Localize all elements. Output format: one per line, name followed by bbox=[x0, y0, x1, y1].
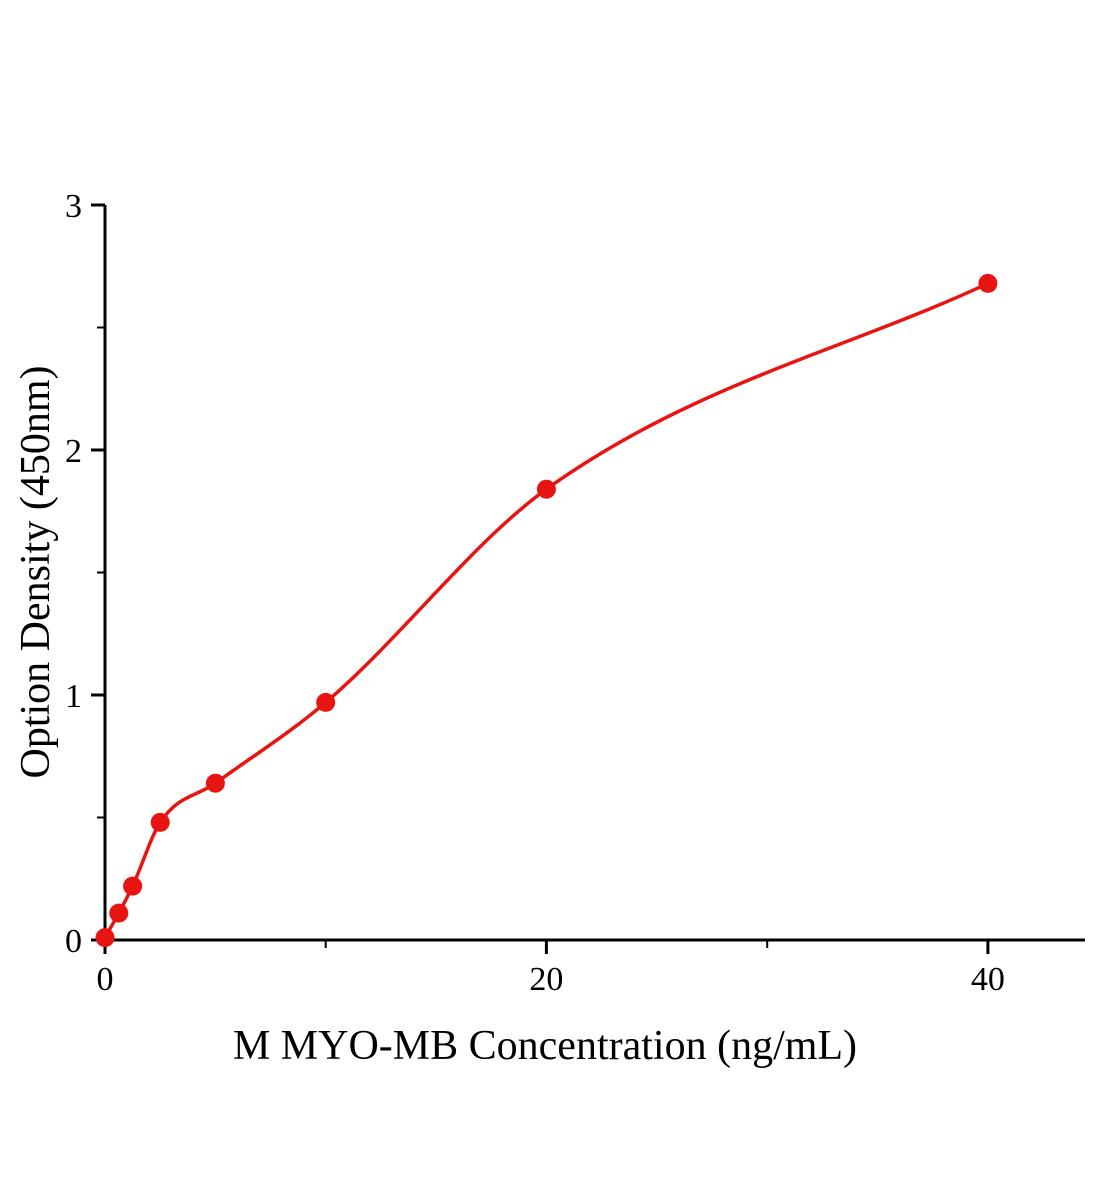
data-points bbox=[95, 273, 998, 948]
y-axis-label: Option Density (450nm) bbox=[13, 365, 59, 779]
x-axis-label: M MYO-MB Concentration (ng/mL) bbox=[232, 1023, 858, 1069]
fit-curve bbox=[103, 281, 990, 940]
y-tick-label: 0 bbox=[65, 923, 82, 960]
data-point-marker bbox=[316, 692, 336, 712]
x-tick-label: 20 bbox=[529, 961, 563, 998]
data-point-marker bbox=[205, 773, 225, 793]
data-point-marker bbox=[123, 876, 143, 896]
axis-lines bbox=[103, 205, 1085, 942]
y-tick-label: 2 bbox=[65, 433, 82, 470]
x-tick-label: 0 bbox=[97, 961, 114, 998]
data-point-marker bbox=[150, 812, 170, 832]
data-point-marker bbox=[536, 479, 556, 499]
y-tick-label: 1 bbox=[65, 678, 82, 715]
data-point-marker bbox=[95, 928, 115, 948]
axes bbox=[91, 203, 1085, 954]
data-point-marker bbox=[109, 903, 129, 923]
x-tick-label: 40 bbox=[971, 961, 1005, 998]
tick-labels: 0 20 40 0 1 2 3 bbox=[65, 188, 1005, 998]
y-tick-label: 3 bbox=[65, 188, 82, 225]
data-point-marker bbox=[978, 273, 998, 293]
